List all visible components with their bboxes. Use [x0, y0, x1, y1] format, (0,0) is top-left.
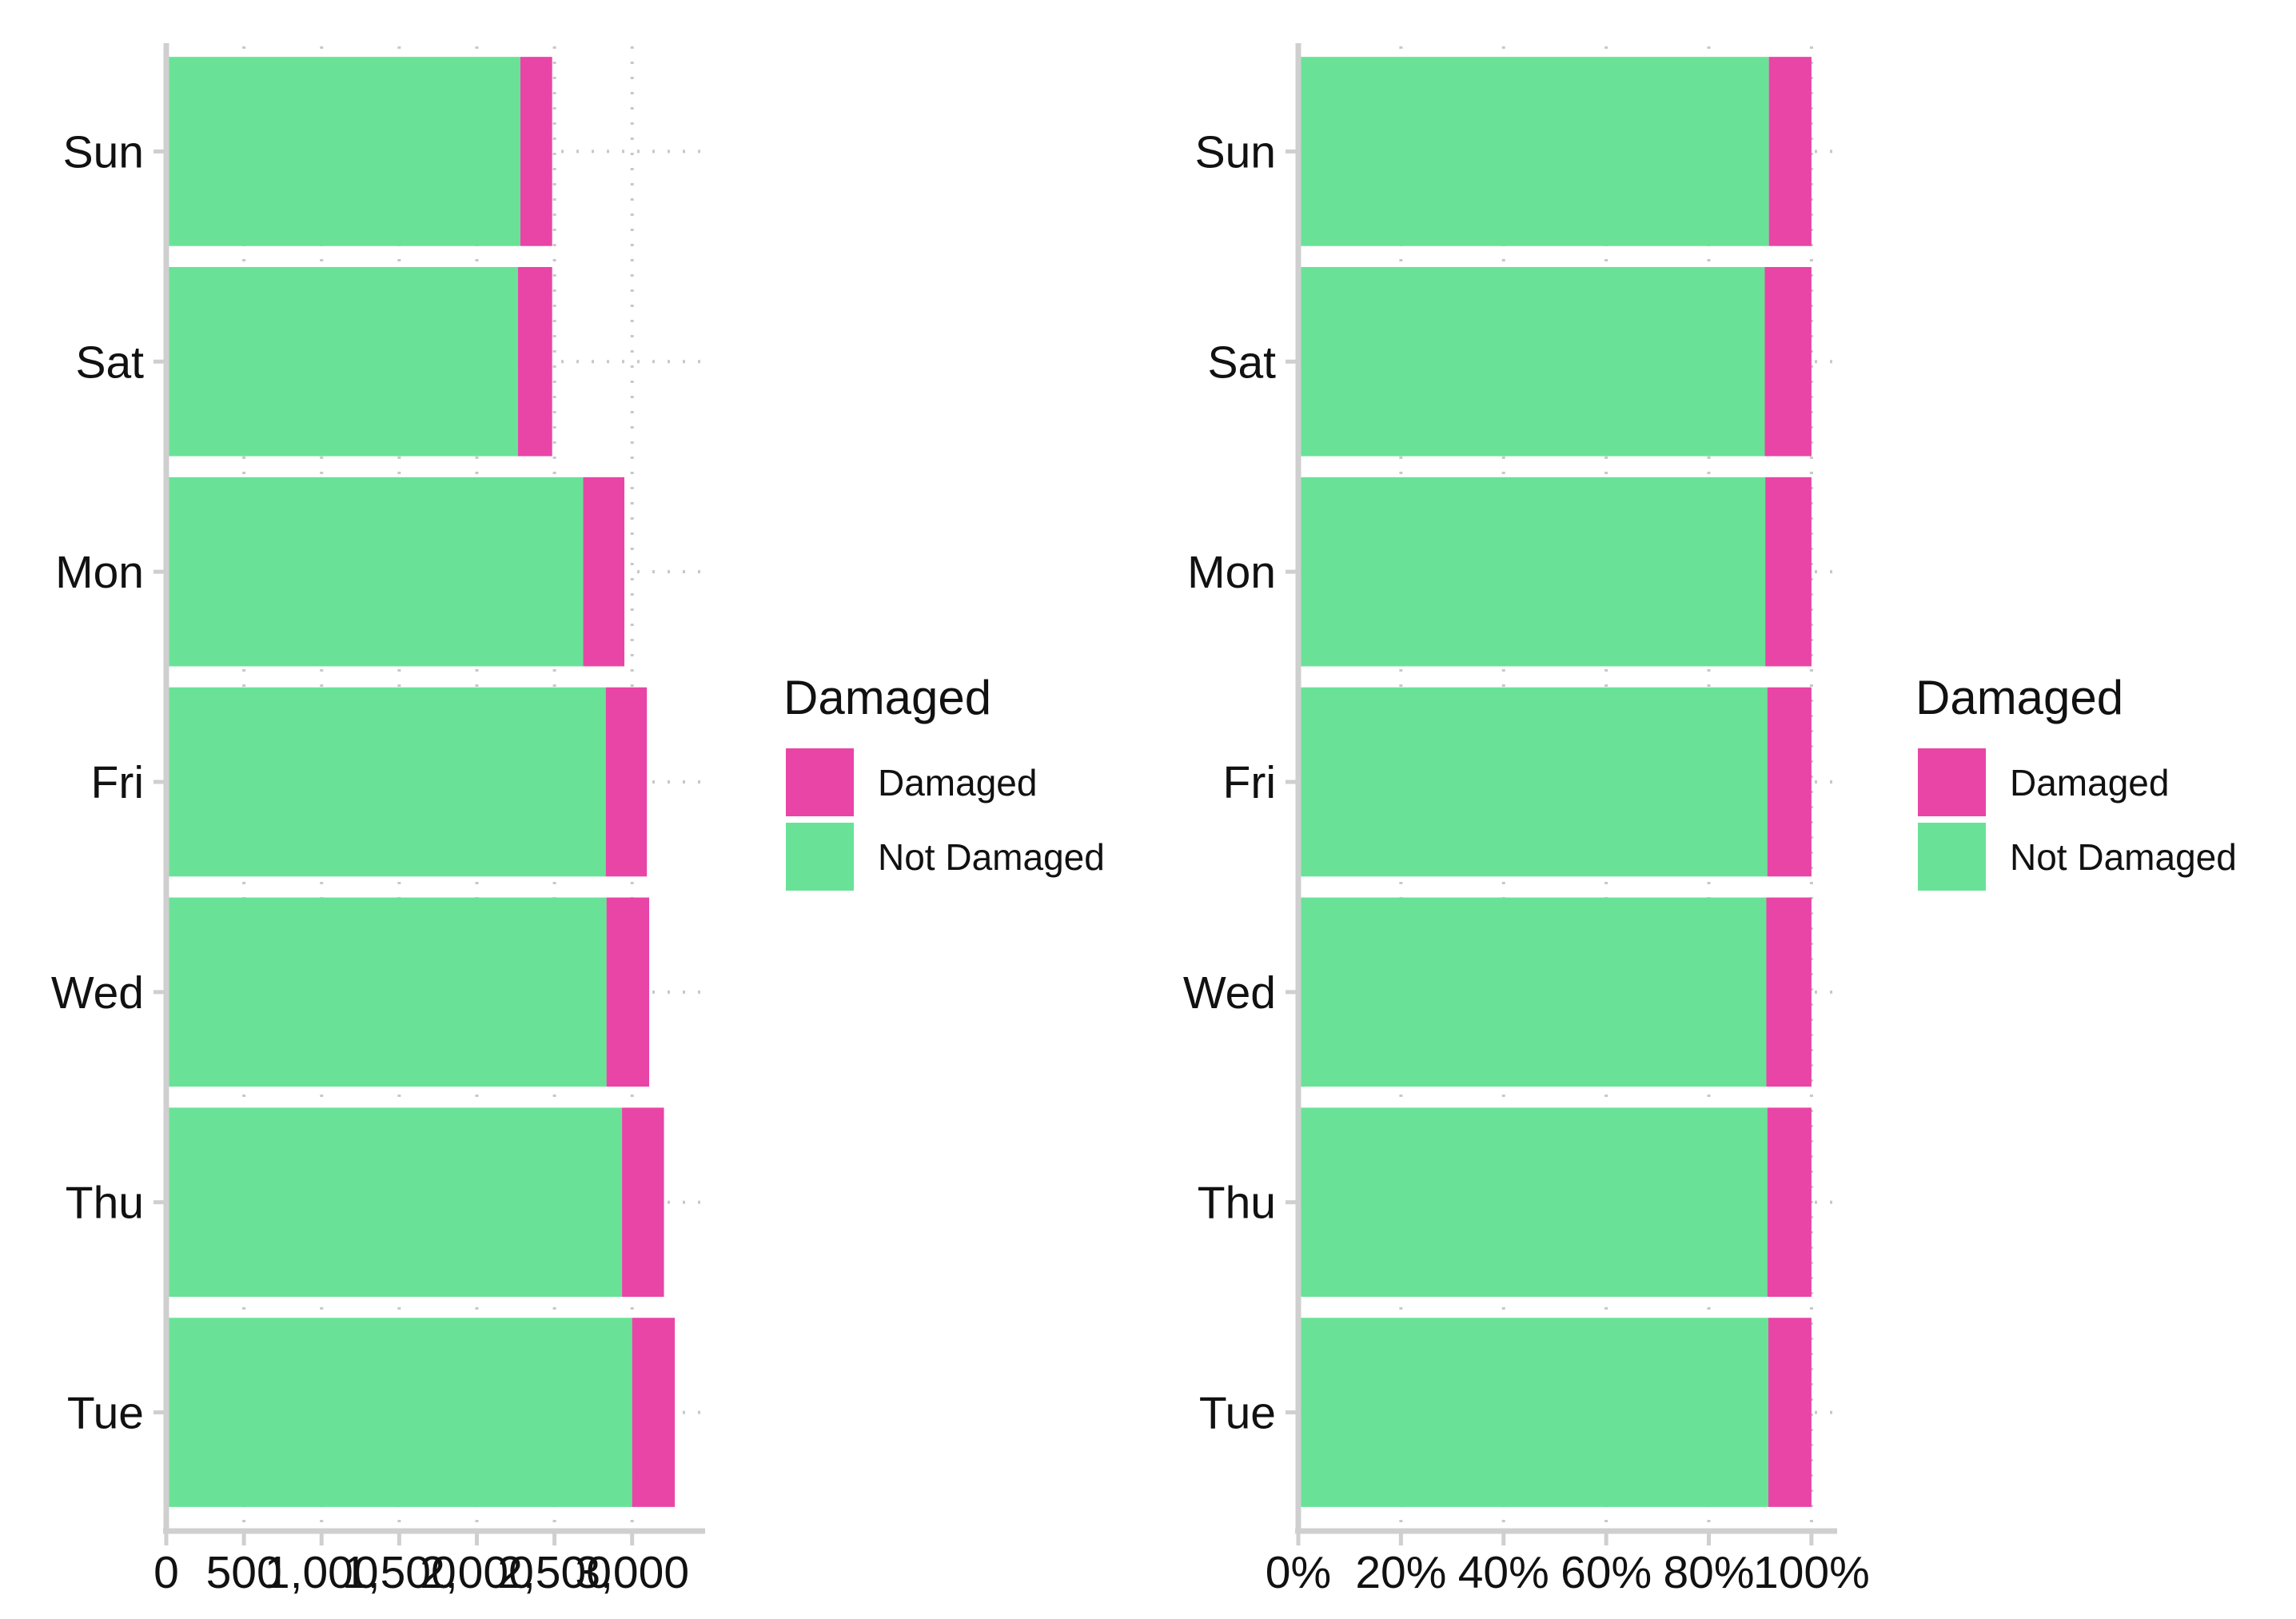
legend-key-not-damaged — [1918, 823, 1986, 891]
bar-not-damaged-tue — [166, 1318, 632, 1507]
bar-damaged-wed — [1766, 897, 1812, 1087]
legend-label-not-damaged: Not Damaged — [878, 836, 1105, 878]
bar-not-damaged-mon — [166, 477, 584, 667]
legend-title: Damaged — [783, 671, 991, 724]
y-tick-label: Sat — [1207, 337, 1276, 388]
legend: Damaged Damaged Not Damaged — [1915, 671, 2237, 891]
bar-not-damaged-wed — [1298, 897, 1767, 1087]
legend-key-not-damaged — [786, 823, 854, 891]
bar-not-damaged-fri — [166, 687, 606, 877]
chart-panel-1: Sun Sat Mon Fri Wed Thu Tue 0 5001,0001,5002,000… — [51, 43, 1105, 1598]
bar-damaged-tue — [632, 1318, 676, 1507]
x-tick-label: 100% — [1753, 1547, 1870, 1598]
bar-damaged-mon — [583, 477, 624, 667]
x-tick-label: 1,000 — [265, 1547, 379, 1598]
bar-damaged-fri — [1767, 687, 1812, 877]
x-tick-label: 2,000 — [420, 1547, 534, 1598]
bar-damaged-fri — [605, 687, 648, 877]
bar-not-damaged-wed — [166, 897, 607, 1087]
bar-not-damaged-sun — [1298, 57, 1769, 246]
y-tick-label: Sun — [1195, 126, 1276, 177]
legend-label-damaged: Damaged — [878, 762, 1037, 804]
legend-label-not-damaged: Not Damaged — [2010, 836, 2237, 878]
bar-damaged-sun — [1768, 57, 1812, 246]
y-tick-label: Wed — [1183, 967, 1276, 1019]
y-tick-label: Mon — [1187, 547, 1276, 598]
bar-not-damaged-thu — [1298, 1107, 1768, 1297]
bar-not-damaged-tue — [1298, 1318, 1768, 1507]
y-tick-label: Fri — [91, 757, 144, 808]
bar-damaged-sun — [520, 57, 552, 246]
legend-label-damaged: Damaged — [2010, 762, 2169, 804]
x-tick-label: 0% — [1266, 1547, 1331, 1598]
bar-damaged-sat — [517, 267, 552, 457]
legend-key-damaged — [1918, 748, 1986, 816]
bar-damaged-sat — [1764, 267, 1812, 457]
y-tick-label: Fri — [1223, 757, 1276, 808]
bar-damaged-wed — [606, 897, 650, 1087]
y-tick-label: Wed — [51, 967, 144, 1019]
x-tick-label: 0 — [153, 1547, 179, 1598]
x-tick-label: 2,500 — [497, 1547, 612, 1598]
x-tick-label: 40% — [1458, 1547, 1549, 1598]
bar-damaged-tue — [1768, 1318, 1812, 1507]
legend: Damaged Damaged Not Damaged — [783, 671, 1105, 891]
y-tick-label: Thu — [1198, 1178, 1276, 1229]
bar-not-damaged-mon — [1298, 477, 1766, 667]
legend-title: Damaged — [1915, 671, 2123, 724]
chart-panel-2: Sun Sat Mon Fri Wed Thu Tue 0% 20% 40% 60% 80%100% D… — [1183, 43, 2237, 1598]
y-tick-label: Sat — [75, 337, 144, 388]
x-tick-label: 3,000 — [575, 1547, 689, 1598]
x-tick-label: 500 — [206, 1547, 282, 1598]
bar-damaged-mon — [1765, 477, 1812, 667]
x-tick-label: 1,500 — [342, 1547, 456, 1598]
bar-not-damaged-sun — [166, 57, 520, 246]
bar-damaged-thu — [1767, 1107, 1812, 1297]
x-tick-label: 80% — [1663, 1547, 1754, 1598]
y-tick-label: Mon — [55, 547, 144, 598]
x-tick-label: 60% — [1561, 1547, 1652, 1598]
bar-not-damaged-thu — [166, 1107, 623, 1297]
x-tick-label: 20% — [1355, 1547, 1446, 1598]
bar-not-damaged-sat — [166, 267, 518, 457]
bar-not-damaged-fri — [1298, 687, 1768, 877]
y-tick-label: Tue — [67, 1388, 144, 1439]
bar-not-damaged-sat — [1298, 267, 1765, 457]
legend-key-damaged — [786, 748, 854, 816]
y-tick-label: Tue — [1199, 1388, 1276, 1439]
bar-damaged-thu — [622, 1107, 664, 1297]
y-tick-label: Thu — [66, 1178, 144, 1229]
y-tick-label: Sun — [63, 126, 144, 177]
